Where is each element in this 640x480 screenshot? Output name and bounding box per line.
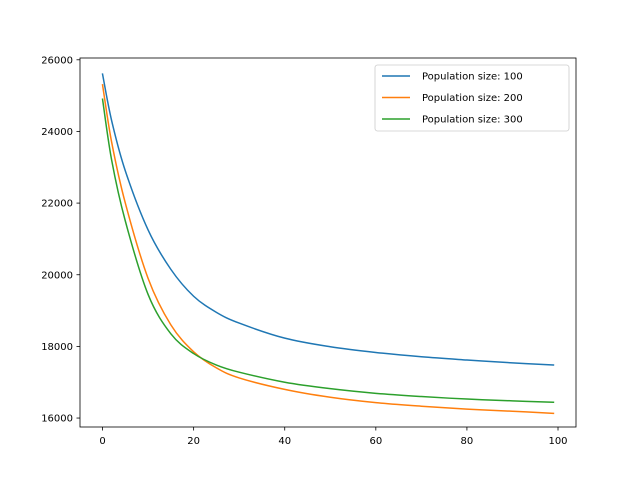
legend-box [374, 64, 570, 132]
y-tick-label: 20000 [41, 270, 73, 281]
series-line-1 [101, 73, 555, 366]
plot-frame [79, 57, 577, 428]
x-axis: 0 20 40 60 80 100 [99, 427, 568, 447]
legend-label-1: Population size: 100 [422, 72, 523, 83]
y-tick-label: 24000 [41, 127, 73, 138]
x-tick-label: 80 [461, 436, 474, 447]
x-tick-label: 60 [369, 436, 382, 447]
legend-label-3: Population size: 300 [422, 115, 523, 126]
legend-label-2: Population size: 200 [422, 93, 523, 104]
series-layer [101, 73, 555, 415]
y-tick-label: 16000 [41, 414, 73, 425]
x-tick-label: 100 [548, 436, 567, 447]
y-axis: 16000 18000 20000 22000 24000 26000 [41, 55, 80, 425]
y-tick-label: 18000 [41, 342, 73, 353]
y-tick-label: 22000 [41, 199, 73, 210]
x-tick-label: 20 [187, 436, 200, 447]
x-tick-label: 0 [99, 436, 105, 447]
y-tick-label: 26000 [41, 55, 73, 66]
x-tick-label: 40 [278, 436, 291, 447]
series-line-2 [101, 84, 555, 415]
legend: Population size: 100 Population size: 200… [374, 64, 570, 132]
series-line-3 [101, 98, 555, 404]
